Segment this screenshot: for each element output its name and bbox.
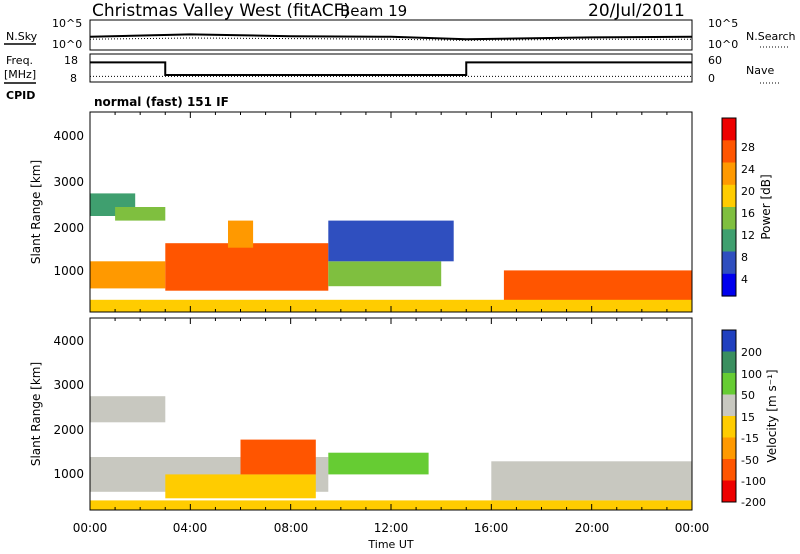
freq-right-tick-high: 60 xyxy=(708,54,722,67)
station-title: Christmas Valley West (fitACF) xyxy=(92,1,350,21)
xtick-20: 20:00 xyxy=(575,521,610,535)
velocity-ylabel: Slant Range [km] xyxy=(29,362,43,466)
power-cbar-tick-4: 4 xyxy=(741,273,748,286)
colorbar-swatch-6 xyxy=(722,251,736,275)
colorbar-swatch-3 xyxy=(722,394,736,417)
power-heatmap xyxy=(90,193,692,312)
xtick-16: 16:00 xyxy=(474,521,509,535)
power-cbar-tick-16: 16 xyxy=(741,207,755,220)
velocity-heatmap xyxy=(90,396,692,510)
freq-left-tick-low: 8 xyxy=(70,72,77,85)
vel-cbar-tick-neg200: -200 xyxy=(741,496,766,509)
freq-left-tick-high: 18 xyxy=(64,54,78,67)
nsearch-label: N.Search xyxy=(746,30,796,43)
colorbar-swatch-4 xyxy=(722,416,736,438)
noise-right-tick-low: 10^0 xyxy=(708,38,738,51)
heatmap-cell-4 xyxy=(328,452,429,475)
vel-cbar-label: Velocity [m s⁻¹] xyxy=(765,369,779,462)
colorbar-swatch-2 xyxy=(722,373,736,395)
nsearch-series xyxy=(89,37,692,41)
power-colorbar xyxy=(722,118,736,297)
power-ytick-2000: 2000 xyxy=(53,221,84,235)
colorbar-swatch-2 xyxy=(722,162,736,186)
vel-cbar-tick-neg50: -50 xyxy=(741,454,759,467)
cpid-label: CPID xyxy=(6,89,35,102)
power-cbar-tick-20: 20 xyxy=(741,185,755,198)
noise-right-tick-high: 10^5 xyxy=(708,17,738,30)
heatmap-cell-2 xyxy=(165,474,316,499)
nsky-series xyxy=(89,33,693,41)
velocity-ytick-4000: 4000 xyxy=(53,334,84,348)
heatmap-cell-6 xyxy=(328,220,454,262)
power-ytick-3000: 3000 xyxy=(53,175,84,189)
noise-panel: N.Sky 10^5 10^0 10^5 10^0 N.Search xyxy=(4,17,796,51)
heatmap-cell-3 xyxy=(240,439,316,475)
colorbar-swatch-4 xyxy=(722,207,736,230)
power-cbar-tick-12: 12 xyxy=(741,229,755,242)
velocity-colorbar xyxy=(722,330,736,503)
xtick-0: 00:00 xyxy=(73,521,108,535)
xtick-4: 04:00 xyxy=(173,521,208,535)
vel-cbar-tick-neg100: -100 xyxy=(741,475,766,488)
heatmap-cell-7 xyxy=(503,270,692,303)
vel-cbar-tick-15: 15 xyxy=(741,411,755,424)
power-cbar-tick-24: 24 xyxy=(741,163,755,176)
vel-cbar-tick-neg15: -15 xyxy=(741,432,759,445)
power-cbar-label: Power [dB] xyxy=(759,174,773,239)
time-axis: 00:00 04:00 08:00 12:00 16:00 20:00 00:0… xyxy=(73,521,710,551)
heatmap-cell-5 xyxy=(491,461,692,501)
freq-label-line2: [MHz] xyxy=(4,68,36,81)
power-panel: Slant Range [km] 4000 3000 2000 1000 28 … xyxy=(29,111,773,313)
heatmap-cell-8 xyxy=(90,299,692,312)
vel-cbar-tick-200: 200 xyxy=(741,346,762,359)
freq-label-line1: Freq. xyxy=(6,54,33,67)
cpid-text: normal (fast) 151 IF xyxy=(94,95,229,109)
velocity-ytick-3000: 3000 xyxy=(53,378,84,392)
colorbar-swatch-3 xyxy=(722,184,736,208)
xtick-24: 00:00 xyxy=(675,521,710,535)
nave-label: Nave xyxy=(746,64,774,77)
freq-series xyxy=(90,61,692,76)
heatmap-cell-0 xyxy=(90,396,166,423)
date-label: 20/Jul/2011 xyxy=(588,1,685,21)
freq-panel: Freq. [MHz] 18 8 60 0 Nave xyxy=(4,53,780,85)
colorbar-swatch-5 xyxy=(722,229,736,253)
power-ytick-4000: 4000 xyxy=(53,129,84,143)
colorbar-swatch-0 xyxy=(722,330,736,352)
power-ylabel: Slant Range [km] xyxy=(29,160,43,264)
velocity-ytick-1000: 1000 xyxy=(53,467,84,481)
heatmap-cell-5 xyxy=(328,261,442,287)
colorbar-swatch-1 xyxy=(722,140,736,164)
power-cbar-tick-8: 8 xyxy=(741,251,748,264)
heatmap-cell-1 xyxy=(115,207,166,221)
power-ytick-1000: 1000 xyxy=(53,264,84,278)
noise-left-tick-high: 10^5 xyxy=(52,17,82,30)
heatmap-cell-4 xyxy=(228,220,254,248)
xaxis-label: Time UT xyxy=(367,538,413,551)
colorbar-swatch-0 xyxy=(722,118,736,141)
freq-right-tick-low: 0 xyxy=(708,72,715,85)
xtick-12: 12:00 xyxy=(374,521,409,535)
colorbar-swatch-1 xyxy=(722,351,736,374)
colorbar-swatch-7 xyxy=(722,273,736,297)
vel-cbar-tick-100: 100 xyxy=(741,368,762,381)
velocity-panel: Slant Range [km] 4000 3000 2000 1000 200… xyxy=(29,317,779,511)
heatmap-cell-3 xyxy=(165,243,329,291)
heatmap-cell-2 xyxy=(90,261,166,289)
vel-cbar-tick-50: 50 xyxy=(741,389,755,402)
noise-left-tick-low: 10^0 xyxy=(52,38,82,51)
velocity-ytick-2000: 2000 xyxy=(53,423,84,437)
xtick-8: 08:00 xyxy=(274,521,309,535)
power-cbar-tick-28: 28 xyxy=(741,141,755,154)
nsky-label: N.Sky xyxy=(6,30,38,43)
colorbar-swatch-5 xyxy=(722,437,736,460)
colorbar-swatch-7 xyxy=(722,480,736,503)
beam-label: Beam 19 xyxy=(340,2,407,20)
colorbar-swatch-6 xyxy=(722,459,736,481)
